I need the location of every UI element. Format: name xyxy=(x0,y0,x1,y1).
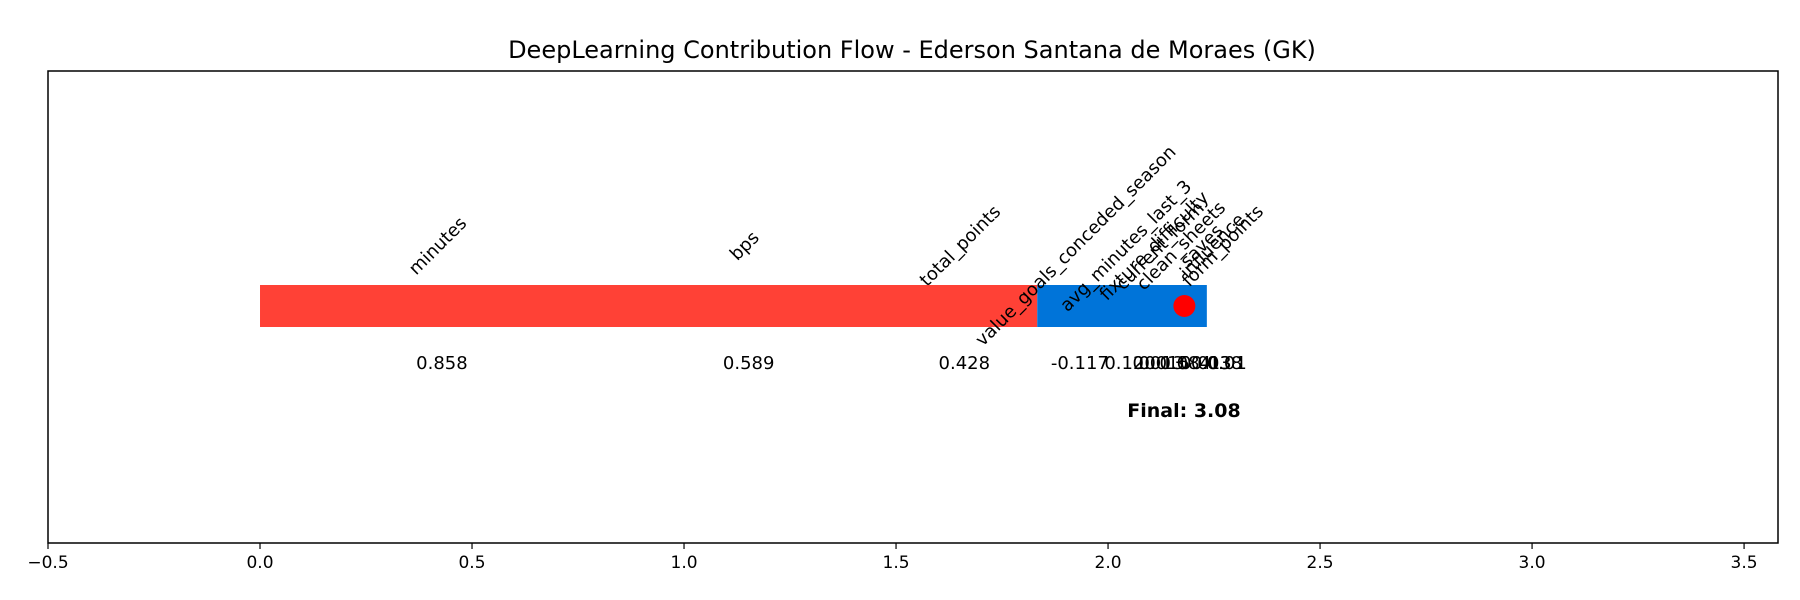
value-label: 0.015 xyxy=(1138,353,1190,374)
x-tick-label: 0.0 xyxy=(246,553,273,573)
feature-label: bps xyxy=(726,227,764,265)
value-labels: 0.858 0.589 0.428 -0.1170.1200.0130.0150.08… xyxy=(416,353,1247,374)
x-tick-label: 3.5 xyxy=(1731,553,1758,573)
feature-label: minutes xyxy=(405,213,471,279)
value-label: 0.01 xyxy=(1207,353,1247,374)
value-label: 0.038 xyxy=(1191,353,1243,374)
value-label: 0.589 xyxy=(723,353,775,374)
value-label: 0.013 xyxy=(1133,353,1185,374)
final-label: Final: 3.08 xyxy=(1127,400,1240,422)
value-label: 0.858 xyxy=(416,353,468,374)
x-tick-label: 2.0 xyxy=(1095,553,1122,573)
final-marker xyxy=(1173,295,1196,317)
x-tick-label: 1.5 xyxy=(883,553,910,573)
bar-segment-1 xyxy=(260,285,1038,327)
x-tick-label: 0.5 xyxy=(458,553,485,573)
x-tick-label: 3.0 xyxy=(1519,553,1546,573)
plot-frame xyxy=(47,70,1779,544)
x-tick-label: 2.5 xyxy=(1307,553,1334,573)
value-label: 0.084 xyxy=(1159,353,1211,374)
value-label: -0.117 xyxy=(1051,353,1109,374)
value-label: 0.120 xyxy=(1104,353,1156,374)
bar-segments xyxy=(260,285,1207,327)
chart-title: DeepLearning Contribution Flow - Ederson… xyxy=(508,36,1316,64)
x-axis: −0.5 0.0 0.5 1.0 1.5 2.0 2.5 3.0 3.5 xyxy=(27,543,1758,573)
feature-label: total_points xyxy=(916,201,1005,290)
marker-layer xyxy=(1173,295,1196,317)
value-label: 0.428 xyxy=(939,353,991,374)
x-tick-label: −0.5 xyxy=(27,553,68,573)
value-label: 0.013 xyxy=(1180,353,1232,374)
x-tick-label: 1.0 xyxy=(671,553,698,573)
